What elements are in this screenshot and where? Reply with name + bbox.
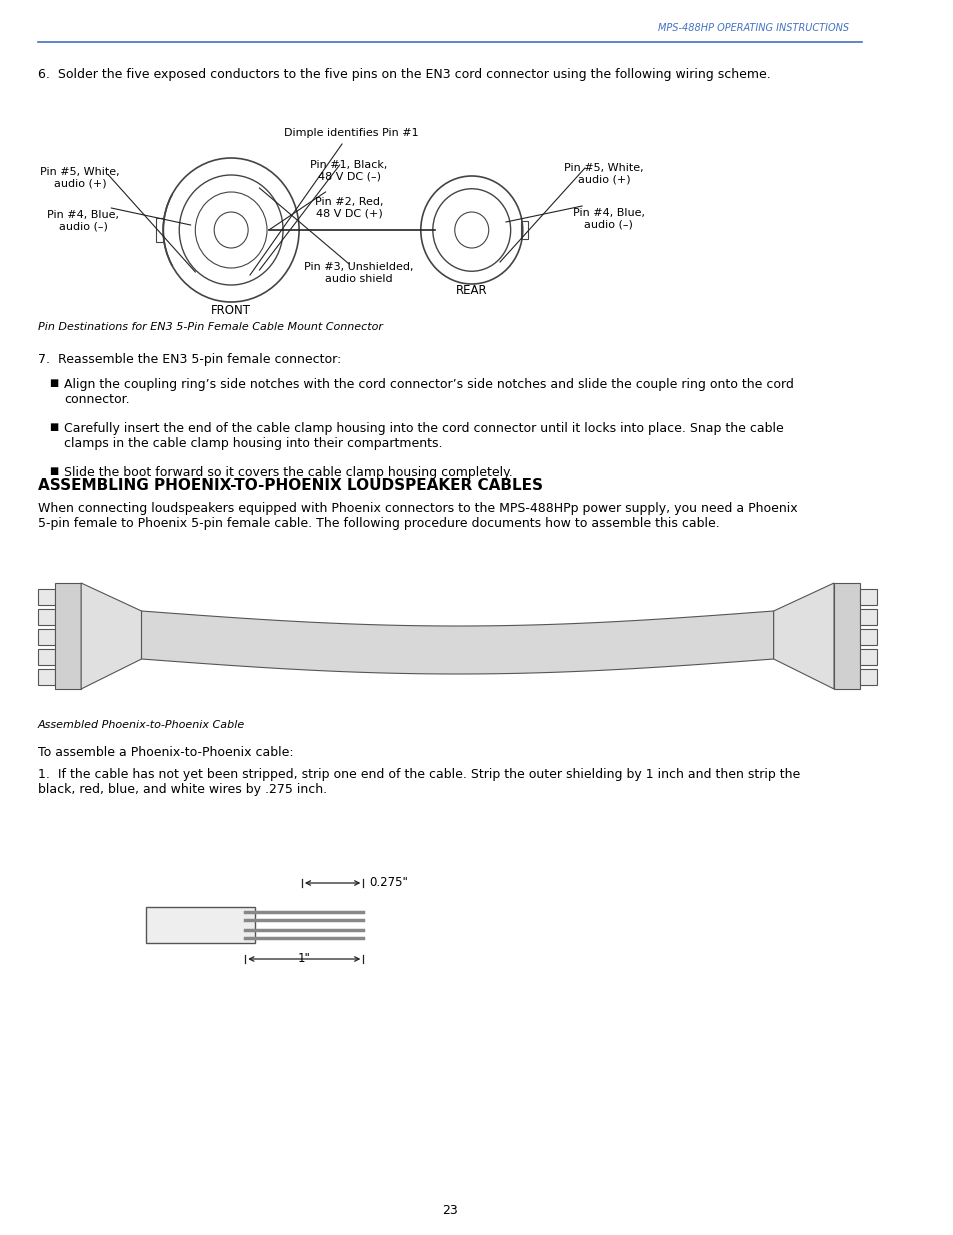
FancyBboxPatch shape [38, 609, 54, 625]
Text: 6.  Solder the five exposed conductors to the five pins on the EN3 cord connecto: 6. Solder the five exposed conductors to… [38, 68, 770, 82]
FancyBboxPatch shape [833, 583, 860, 689]
Polygon shape [81, 583, 141, 689]
FancyBboxPatch shape [38, 629, 54, 645]
FancyBboxPatch shape [146, 906, 254, 944]
Text: 0.275": 0.275" [369, 877, 407, 889]
FancyBboxPatch shape [38, 650, 54, 664]
Text: Assembled Phoenix-to-Phoenix Cable: Assembled Phoenix-to-Phoenix Cable [38, 720, 245, 730]
Text: ■: ■ [49, 422, 58, 432]
Text: 1": 1" [297, 952, 311, 965]
FancyBboxPatch shape [54, 583, 81, 689]
Text: Pin #5, White,
audio (+): Pin #5, White, audio (+) [563, 163, 643, 184]
Text: To assemble a Phoenix-to-Phoenix cable:: To assemble a Phoenix-to-Phoenix cable: [38, 746, 294, 760]
Text: ■: ■ [49, 466, 58, 475]
Text: ■: ■ [49, 378, 58, 388]
Text: Pin #2, Red,
48 V DC (+): Pin #2, Red, 48 V DC (+) [314, 198, 383, 219]
Text: Dimple identifies Pin #1: Dimple identifies Pin #1 [284, 128, 418, 138]
Polygon shape [141, 611, 773, 674]
Text: Pin Destinations for EN3 5-Pin Female Cable Mount Connector: Pin Destinations for EN3 5-Pin Female Ca… [38, 322, 382, 332]
Text: Pin #4, Blue,
audio (–): Pin #4, Blue, audio (–) [47, 210, 119, 232]
Text: FRONT: FRONT [211, 304, 251, 317]
Text: Carefully insert the end of the cable clamp housing into the cord connector unti: Carefully insert the end of the cable cl… [64, 422, 783, 450]
FancyBboxPatch shape [860, 669, 877, 685]
Text: 7.  Reassemble the EN3 5-pin female connector:: 7. Reassemble the EN3 5-pin female conne… [38, 353, 340, 366]
FancyBboxPatch shape [860, 589, 877, 605]
FancyBboxPatch shape [38, 669, 54, 685]
Text: 23: 23 [441, 1203, 457, 1216]
Text: Align the coupling ring’s side notches with the cord connector’s side notches an: Align the coupling ring’s side notches w… [64, 378, 793, 406]
Text: Pin #5, White,
audio (+): Pin #5, White, audio (+) [40, 167, 120, 189]
FancyBboxPatch shape [860, 629, 877, 645]
Text: ASSEMBLING PHOENIX-TO-PHOENIX LOUDSPEAKER CABLES: ASSEMBLING PHOENIX-TO-PHOENIX LOUDSPEAKE… [38, 478, 542, 493]
Text: Pin #3, Unshielded,
audio shield: Pin #3, Unshielded, audio shield [303, 262, 413, 284]
Text: 1.  If the cable has not yet been stripped, strip one end of the cable. Strip th: 1. If the cable has not yet been strippe… [38, 768, 800, 797]
FancyBboxPatch shape [860, 609, 877, 625]
Text: Slide the boot forward so it covers the cable clamp housing completely.: Slide the boot forward so it covers the … [64, 466, 513, 479]
Polygon shape [773, 583, 833, 689]
FancyBboxPatch shape [860, 650, 877, 664]
Text: Pin #4, Blue,
audio (–): Pin #4, Blue, audio (–) [572, 207, 644, 230]
Text: MPS-488HP OPERATING INSTRUCTIONS: MPS-488HP OPERATING INSTRUCTIONS [658, 23, 848, 33]
Text: When connecting loudspeakers equipped with Phoenix connectors to the MPS-488HPp : When connecting loudspeakers equipped wi… [38, 501, 797, 530]
FancyBboxPatch shape [38, 589, 54, 605]
Text: Pin #1, Black,
48 V DC (–): Pin #1, Black, 48 V DC (–) [310, 161, 387, 182]
Text: REAR: REAR [456, 284, 487, 296]
